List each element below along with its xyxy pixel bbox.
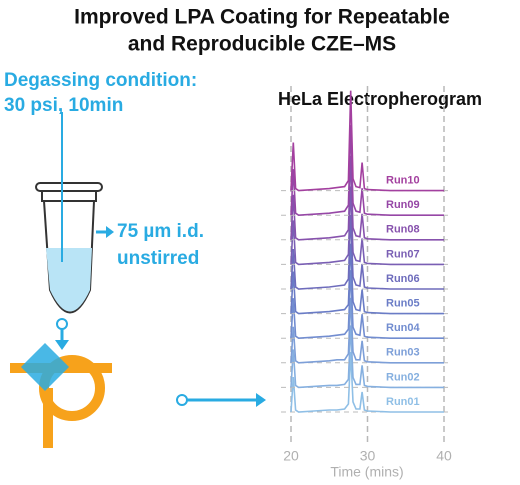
x-tick-label: 30 — [360, 448, 376, 464]
title-line: Improved LPA Coating for Repeatable — [74, 6, 450, 29]
series-label: Run07 — [386, 248, 420, 260]
series-label: Run05 — [386, 298, 420, 310]
trace — [290, 297, 444, 364]
capillary — [10, 342, 112, 448]
x-axis-label: Time (mins) — [330, 464, 403, 480]
trace — [290, 270, 444, 340]
trace — [290, 351, 444, 413]
series-label: Run06 — [386, 273, 420, 285]
title-line: and Reproducible CZE–MS — [128, 33, 396, 56]
trace — [290, 125, 444, 217]
tube — [35, 112, 114, 314]
condition-label: Degassing condition: — [4, 70, 197, 91]
series-label: Run10 — [386, 175, 420, 187]
trace — [290, 186, 444, 266]
trace — [290, 243, 444, 315]
trace — [290, 90, 444, 192]
trace — [290, 214, 444, 290]
series-label: Run03 — [386, 347, 420, 359]
trace — [290, 155, 444, 241]
capillary-id: 75 µm i.d. — [117, 221, 204, 242]
arrow-down — [55, 318, 69, 350]
series-label: Run01 — [386, 396, 420, 408]
series-label: Run08 — [386, 224, 420, 236]
series-label: Run04 — [386, 322, 421, 334]
arrow-right — [176, 393, 266, 407]
series-label: Run02 — [386, 371, 420, 383]
stirring: unstirred — [117, 248, 199, 269]
series-label: Run09 — [386, 199, 420, 211]
chart-title: HeLa Electropherogram — [278, 89, 482, 109]
x-tick-label: 40 — [436, 448, 452, 464]
trace — [290, 325, 444, 389]
condition-value: 30 psi, 10min — [4, 95, 123, 116]
x-tick-label: 20 — [283, 448, 299, 464]
